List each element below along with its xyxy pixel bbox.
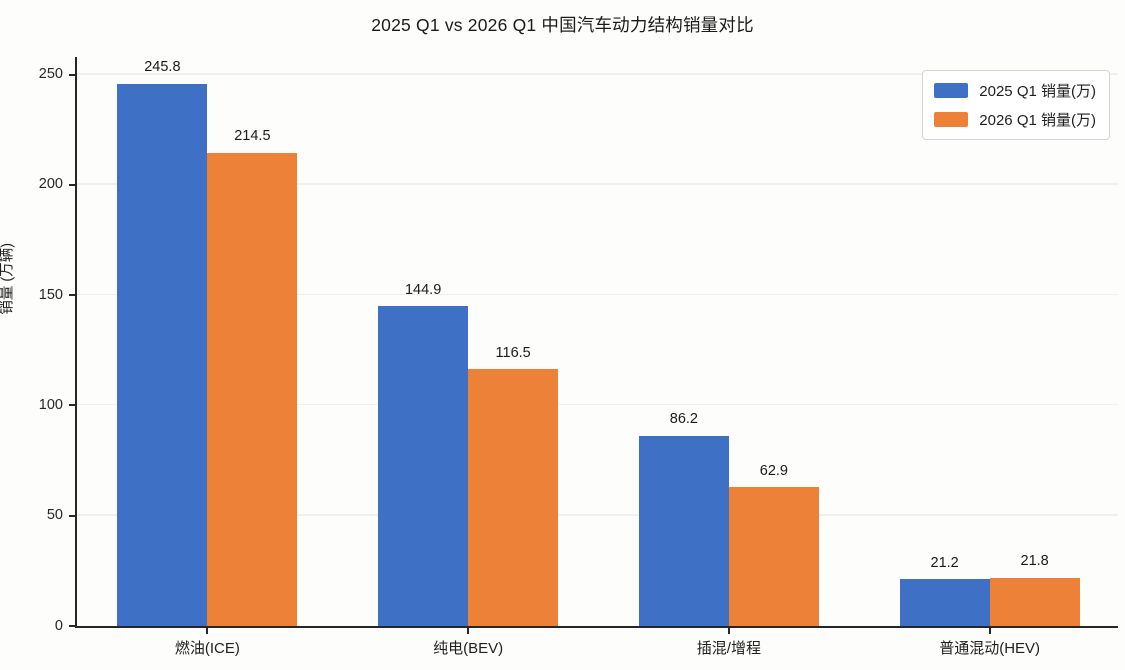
x-axis-tick-mark: [206, 628, 209, 634]
gridline: [77, 183, 1118, 185]
chart-title: 2025 Q1 vs 2026 Q1 中国汽车动力结构销量对比: [371, 15, 754, 35]
y-axis-tick-label: 200: [38, 176, 63, 193]
gridline: [77, 73, 1118, 75]
y-axis-tick-mark: [69, 73, 75, 76]
x-axis-tick-mark: [467, 628, 470, 634]
y-axis-tick-label: 50: [46, 507, 63, 524]
legend-swatch: [934, 112, 969, 127]
y-axis-tick-mark: [69, 294, 75, 297]
bar-value-label: 245.8: [144, 59, 181, 76]
bar-series-1: [378, 306, 469, 626]
y-axis-tick-mark: [69, 183, 75, 186]
bar-series-1: [899, 579, 990, 626]
legend-swatch: [934, 83, 969, 98]
y-axis-tick-label: 100: [38, 396, 63, 413]
y-axis-tick-label: 250: [38, 66, 63, 83]
bar-value-label: 144.9: [404, 281, 442, 298]
x-category-label: 插混/增程: [696, 640, 761, 657]
x-axis-tick-mark: [988, 628, 991, 634]
y-axis-tick-label: 150: [38, 286, 63, 303]
y-axis-label: 销量 (万辆): [0, 242, 16, 315]
x-category-label: 普通混动(HEV): [939, 640, 1041, 657]
gridline: [77, 514, 1118, 516]
gridline: [77, 293, 1118, 296]
x-category-label: 纯电(BEV): [433, 640, 504, 657]
x-category-label: 燃油(ICE): [174, 640, 240, 657]
bar-series-1: [117, 83, 208, 626]
bar-value-label: 116.5: [495, 344, 531, 361]
bar-series-1: [638, 435, 729, 626]
gridline: [77, 403, 1118, 406]
y-axis-tick-mark: [69, 404, 75, 407]
legend-item: 2026 Q1 销量(万): [934, 109, 1096, 130]
legend-item: 2025 Q1 销量(万): [934, 80, 1096, 101]
plot-area: 0 50 100 150 200 250 245.8 214.5 燃油(ICE) 144.9 116…: [39, 57, 1118, 657]
y-axis-tick-label: 0: [54, 617, 63, 634]
x-axis-tick-mark: [727, 628, 730, 634]
legend: 2025 Q1 销量(万) 2026 Q1 销量(万): [922, 70, 1110, 140]
bar-value-label: 62.9: [759, 462, 788, 479]
bar-series-2: [989, 577, 1080, 626]
bar-series-2: [468, 369, 559, 626]
bar-value-label: 21.2: [930, 554, 959, 571]
y-axis-tick-mark: [69, 514, 75, 517]
legend-label: 2026 Q1 销量(万): [979, 112, 1096, 129]
bar-series-2: [728, 487, 819, 626]
bar-series-2: [207, 152, 298, 626]
y-axis-tick-mark: [69, 625, 75, 627]
bar-value-label: 86.2: [669, 411, 698, 428]
legend-label: 2025 Q1 销量(万): [979, 83, 1096, 100]
bar-value-label: 214.5: [234, 128, 271, 145]
bar-value-label: 21.8: [1020, 553, 1049, 570]
